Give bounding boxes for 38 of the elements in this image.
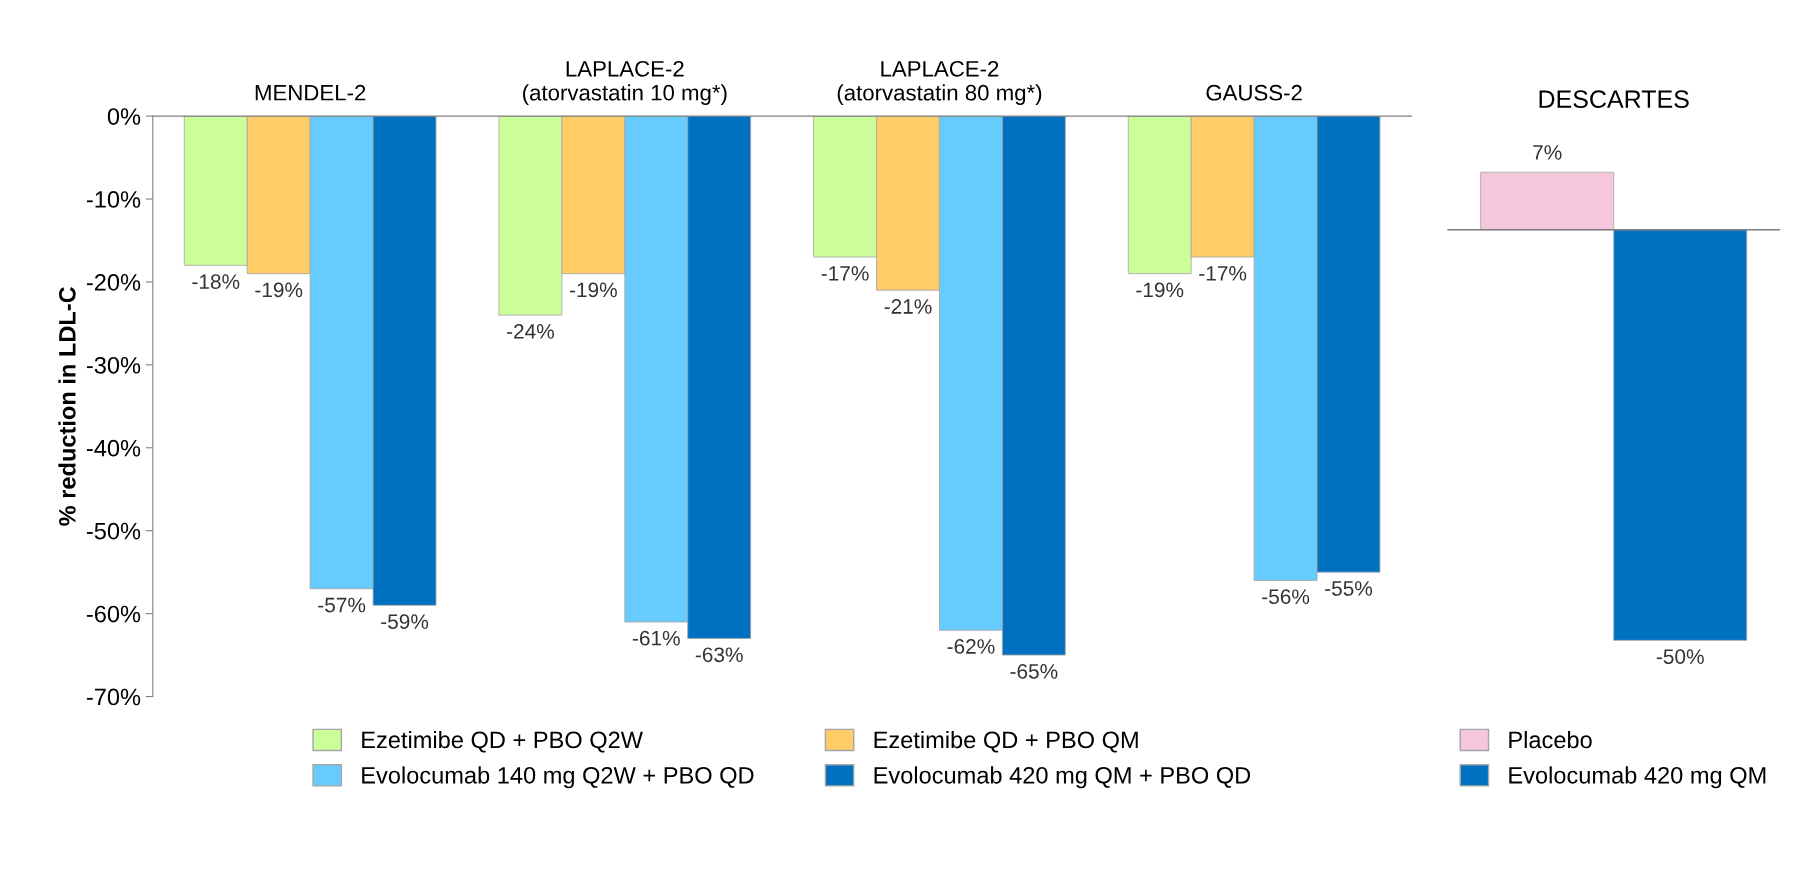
y-tick-label: -10%: [86, 191, 141, 208]
data-label: -19%: [1136, 282, 1184, 298]
x-tick-label: GAUSS-2: [1206, 84, 1302, 101]
legend-label: Evolocumab 140 mg Q2W + PBO QD: [362, 766, 754, 789]
legend-label: Evolocumab 420 mg QM + PBO QD: [874, 766, 1251, 789]
data-label: -19%: [569, 282, 617, 298]
data-label: -59%: [381, 614, 429, 629]
x-tick-label: MENDEL-2: [255, 84, 366, 101]
x-tick-label: LAPLACE-2 (atorvastatin 80 mg*): [837, 60, 1042, 105]
y-tick-label: -30%: [86, 356, 141, 374]
chart-title: DESCARTES: [1539, 90, 1689, 108]
data-label: -61%: [632, 630, 680, 646]
y-tick-label: -40%: [86, 439, 141, 457]
legend-label: Placebo: [1509, 730, 1592, 749]
data-label: -21%: [884, 299, 932, 314]
y-axis-title: % reduction in LDL-C: [58, 286, 76, 526]
x-tick-label: LAPLACE-2 (atorvastatin 10 mg*): [523, 60, 727, 105]
data-label: -24%: [507, 323, 554, 339]
data-label: -56%: [1262, 589, 1310, 605]
data-label: -17%: [1199, 266, 1247, 281]
data-label: -55%: [1325, 581, 1373, 596]
y-tick-label: -70%: [86, 688, 141, 706]
data-label: -50%: [1656, 649, 1704, 664]
data-label: -57%: [318, 597, 366, 613]
data-label: -19%: [255, 282, 303, 298]
y-tick-label: 0%: [107, 108, 141, 125]
y-tick-label: -20%: [86, 274, 141, 291]
y-tick-label: -60%: [86, 605, 141, 623]
data-label: -65%: [1010, 663, 1058, 679]
data-label: -17%: [821, 266, 869, 281]
data-label: 7%: [1533, 145, 1562, 160]
y-tick-label: -50%: [86, 522, 141, 540]
data-label: -63%: [695, 647, 743, 663]
legend-label: Ezetimibe QD + PBO QM: [874, 730, 1138, 753]
data-label: -18%: [192, 274, 240, 289]
legend-label: Evolocumab 420 mg QM: [1509, 766, 1766, 789]
legend-label: Ezetimibe QD + PBO Q2W: [362, 730, 643, 753]
data-label: -62%: [947, 639, 995, 654]
